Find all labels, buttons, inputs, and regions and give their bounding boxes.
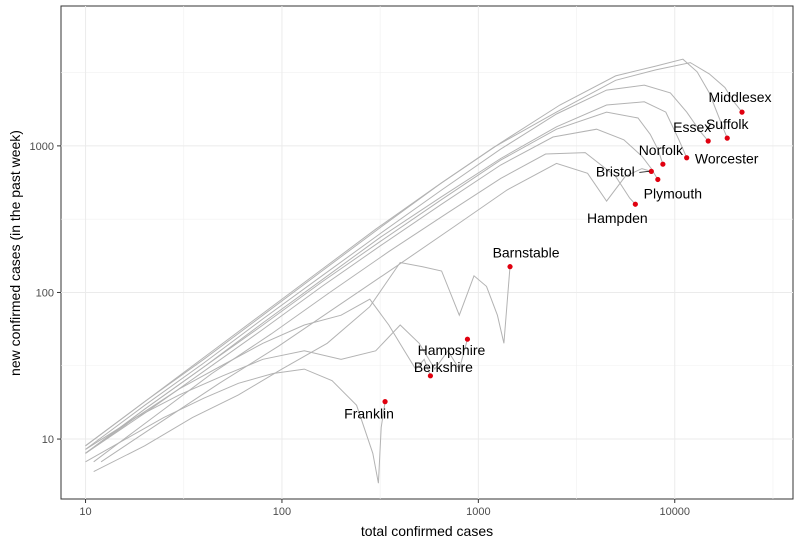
- series-line-berkshire: [85, 298, 431, 450]
- point-norfolk: [660, 161, 666, 167]
- point-worcester: [684, 155, 690, 161]
- point-essex: [705, 138, 711, 144]
- label-leader-bristol: [639, 170, 650, 173]
- label-middlesex: Middlesex: [708, 89, 771, 105]
- label-hampden: Hampden: [587, 210, 648, 226]
- point-franklin: [382, 399, 388, 405]
- x-axis-title: total confirmed cases: [361, 523, 493, 539]
- y-tick-label: 1000: [30, 141, 54, 153]
- label-suffolk: Suffolk: [706, 116, 750, 132]
- x-tick-label: 10: [79, 506, 91, 518]
- point-barnstable: [507, 264, 513, 270]
- point-plymouth: [655, 176, 661, 183]
- series-lines: [85, 58, 743, 484]
- point-hampshire: [464, 336, 471, 342]
- panel-background: [60, 5, 794, 500]
- label-bristol: Bristol: [596, 163, 635, 179]
- point-bristol: [648, 168, 654, 174]
- series-line-norfolk: [85, 111, 664, 454]
- series-line-middlesex: [85, 62, 743, 447]
- x-tick-label: 1000: [466, 506, 490, 518]
- y-tick-label: 10: [42, 434, 54, 446]
- point-middlesex: [739, 109, 745, 115]
- series-line-bristol: [100, 162, 652, 463]
- label-essex: Essex: [673, 119, 711, 135]
- series-line-essex: [85, 84, 709, 450]
- label-barnstable: Barnstable: [493, 245, 560, 261]
- series-line-franklin: [85, 368, 386, 484]
- y-tick-label: 100: [36, 287, 54, 299]
- point-berkshire: [427, 373, 434, 379]
- series-line-plymouth: [85, 128, 659, 454]
- label-worcester: Worcester: [695, 151, 759, 167]
- label-hampshire: Hampshire: [418, 342, 486, 358]
- x-tick-label: 100: [273, 506, 291, 518]
- y-axis-title: new confirmed cases (in the past week): [7, 130, 23, 376]
- series-line-hampden: [93, 152, 636, 463]
- axes: 10 100 1000 10000 10 100 1000: [30, 141, 691, 518]
- series-line-hampshire: [85, 324, 468, 454]
- series-line-barnstable: [93, 261, 511, 473]
- label-berkshire: Berkshire: [414, 359, 473, 375]
- series-line-suffolk: [85, 58, 728, 447]
- label-norfolk: Norfolk: [639, 142, 684, 158]
- county-points: [382, 109, 745, 405]
- label-franklin: Franklin: [344, 406, 394, 422]
- x-tick-label: 10000: [659, 506, 690, 518]
- point-suffolk: [724, 135, 730, 141]
- point-hampden: [632, 201, 638, 207]
- label-plymouth: Plymouth: [644, 185, 702, 201]
